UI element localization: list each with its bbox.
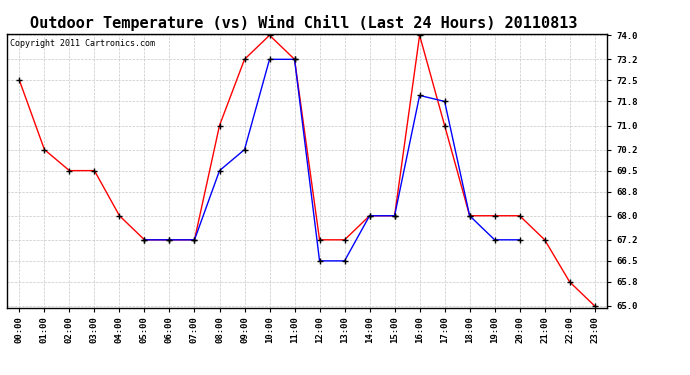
Text: Outdoor Temperature (vs) Wind Chill (Last 24 Hours) 20110813: Outdoor Temperature (vs) Wind Chill (Las… bbox=[30, 15, 578, 31]
Text: Copyright 2011 Cartronics.com: Copyright 2011 Cartronics.com bbox=[10, 39, 155, 48]
